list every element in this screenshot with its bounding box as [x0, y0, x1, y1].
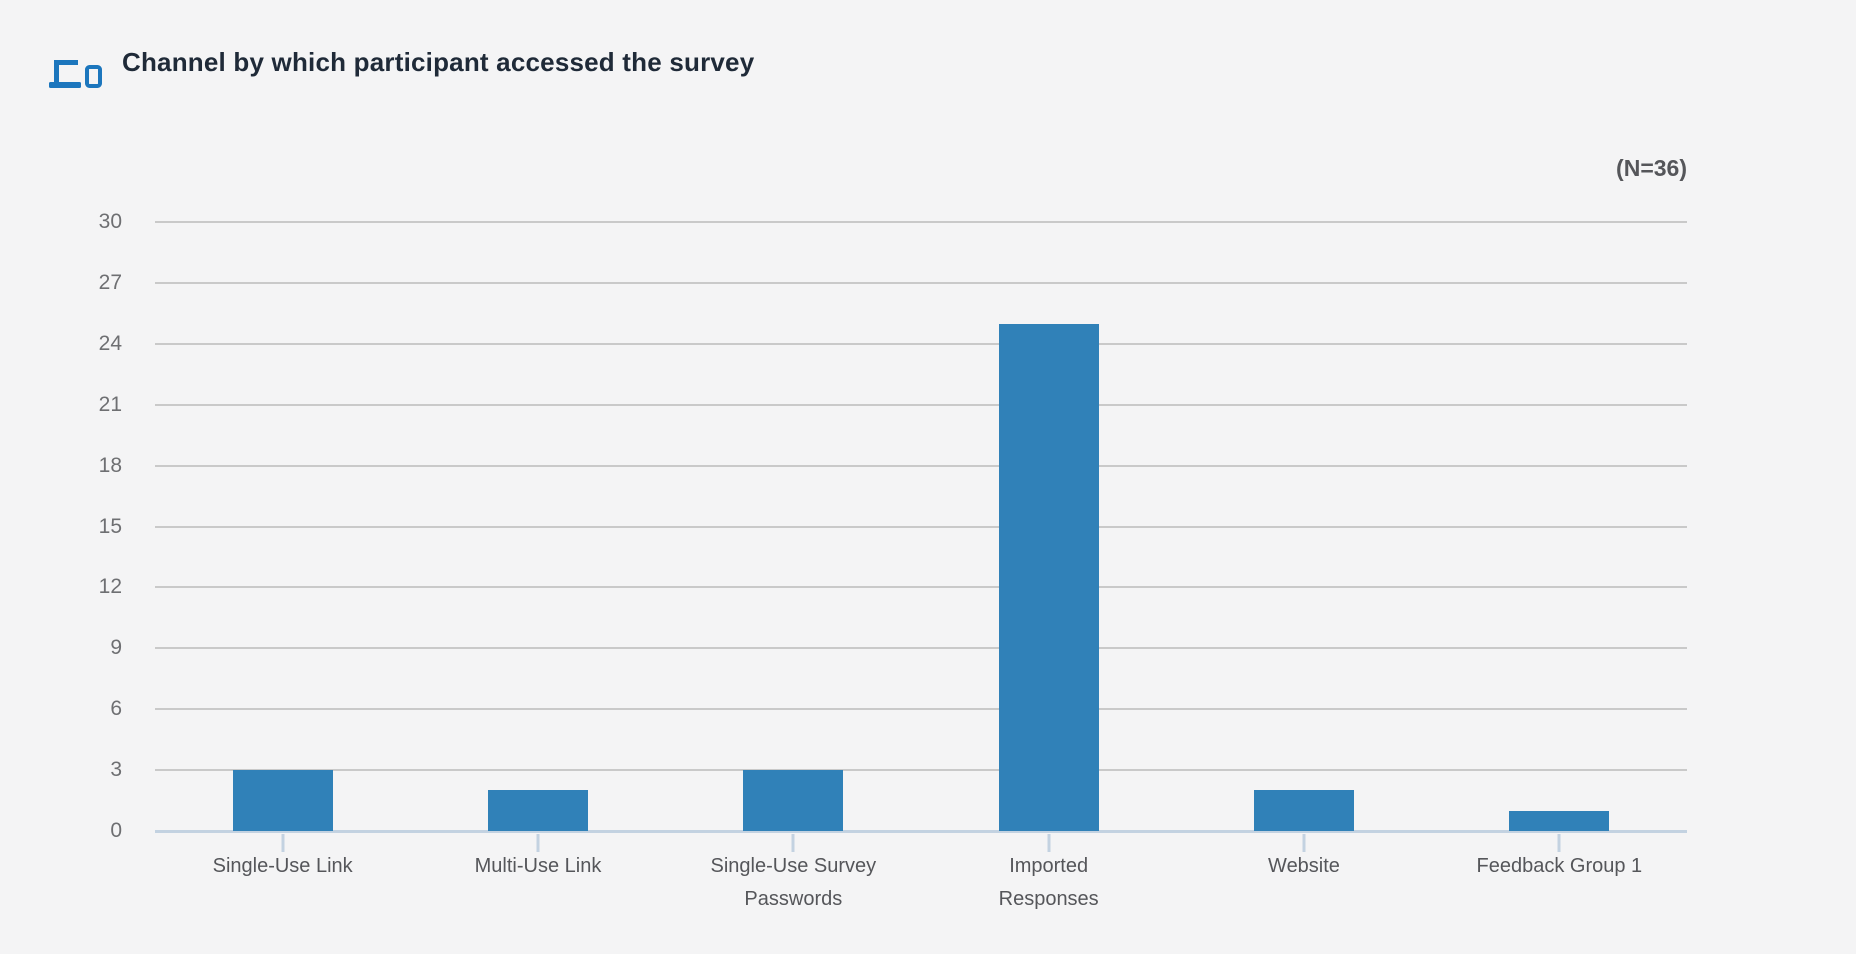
- y-axis-tick-label: 0: [110, 819, 122, 842]
- bar-website: [1254, 790, 1354, 831]
- x-axis-tick: [791, 834, 795, 852]
- bar-imported: [998, 323, 1099, 831]
- y-axis-tick-label: 3: [110, 758, 122, 782]
- x-axis-tick: [536, 834, 540, 852]
- x-axis-category-label: Imported Responses: [998, 855, 1099, 910]
- sample-size-label: (N=36): [1616, 155, 1687, 181]
- x-axis-tick: [1557, 834, 1561, 852]
- chart-title: Channel by which participant accessed th…: [122, 47, 755, 77]
- x-axis-line: [155, 830, 1687, 833]
- gridline-y-27: [155, 281, 1687, 284]
- x-axis-tick: [1047, 834, 1051, 852]
- bar-single-use-survey: [743, 770, 844, 831]
- y-axis-tick-label: 30: [98, 210, 122, 233]
- y-axis-tick-label: 21: [98, 392, 122, 416]
- x-axis-tick: [281, 834, 285, 852]
- gridline-y-6: [155, 708, 1687, 711]
- x-axis-category-label: Website: [1268, 855, 1340, 877]
- x-axis-category-label: Single-Use Survey Passwords: [710, 855, 877, 910]
- y-axis-tick-label: 24: [98, 331, 122, 355]
- y-axis-tick-label: 18: [98, 453, 122, 477]
- gridline-y-15: [155, 525, 1687, 528]
- gridline-y-21: [155, 403, 1687, 406]
- devices-icon: [49, 60, 102, 88]
- x-axis-category-label: Multi-Use Link: [474, 855, 602, 877]
- bar-single-use-link: [232, 770, 333, 831]
- y-axis-tick-label: 12: [98, 575, 122, 599]
- y-axis-tick-label: 9: [110, 636, 122, 660]
- gridline-y-12: [155, 586, 1687, 589]
- bar-feedback-group-1: [1509, 810, 1610, 831]
- gridline-y-9: [155, 647, 1687, 650]
- bar-chart-plot-area: Single-Use Link Multi-Use Link Single-Use …: [155, 221, 1687, 910]
- gridline-y-24: [155, 342, 1687, 345]
- gridline-y-18: [155, 464, 1687, 467]
- gridline-y-30: [155, 221, 1687, 223]
- x-axis-category-label: Feedback Group 1: [1476, 855, 1643, 877]
- y-axis-tick-label: 15: [98, 514, 122, 538]
- x-axis-category-label: Single-Use Link: [212, 855, 353, 877]
- x-axis-tick: [1302, 834, 1306, 852]
- y-axis-tick-label: 6: [110, 697, 122, 721]
- y-axis-tick-label: 27: [98, 270, 122, 294]
- bar-multi-use-link: [488, 790, 588, 831]
- gridline-y-3: [155, 769, 1687, 772]
